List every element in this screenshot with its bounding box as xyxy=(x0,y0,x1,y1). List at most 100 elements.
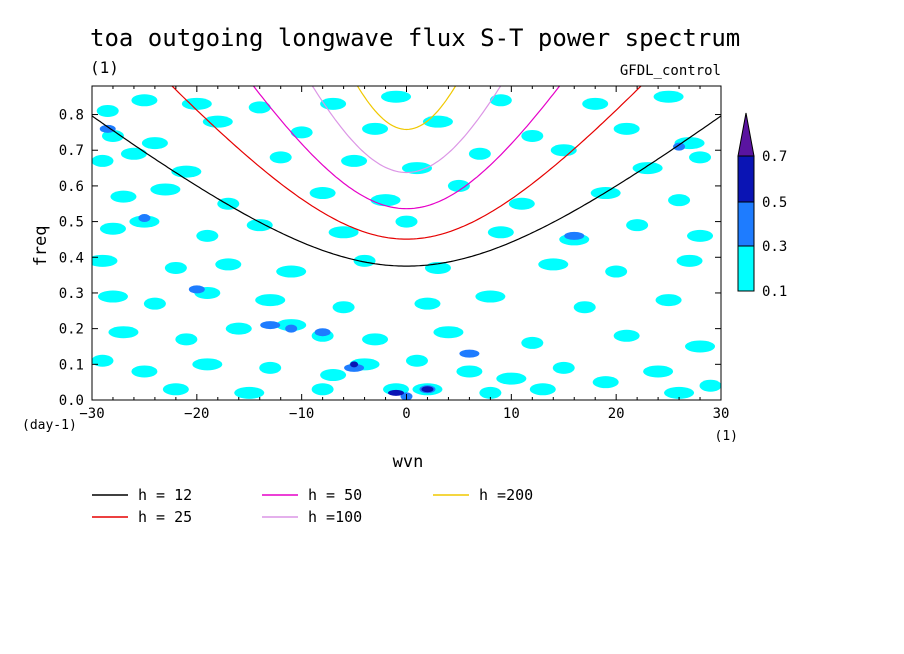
contour-patch xyxy=(433,326,464,339)
contour-patch xyxy=(388,389,405,396)
contour-patch xyxy=(353,254,376,267)
contour-patch xyxy=(573,301,596,314)
colorbar-segment xyxy=(737,155,755,203)
contour-patch xyxy=(92,254,118,267)
contour-patch xyxy=(110,190,137,203)
colorbar: 0.1 0.3 0.5 0.7 xyxy=(737,112,787,300)
contour-patch xyxy=(260,321,281,330)
y-axis-units: (day-1) xyxy=(22,418,77,433)
contour-patch xyxy=(687,229,714,242)
x-tick-label: 0 xyxy=(402,406,410,422)
contour-patch xyxy=(664,386,695,399)
contour-patch xyxy=(311,383,334,396)
axis-ticks: −30 −20 −10 0 10 20 30 0.0 0.1 0.2 0.3 0.4 0.5 0.6 0.7… xyxy=(59,86,730,422)
y-tick-label: 0.6 xyxy=(59,179,84,195)
dispersion-curve-h200 xyxy=(356,86,457,131)
contour-patch xyxy=(668,194,691,207)
y-tick-label: 0.5 xyxy=(59,215,84,231)
legend-label: h = 50 xyxy=(308,486,362,504)
contour-patch xyxy=(202,115,233,128)
contour-patch xyxy=(673,142,686,151)
contour-patch xyxy=(362,122,389,135)
y-tick-label: 0.0 xyxy=(59,393,84,409)
y-tick-label: 0.8 xyxy=(59,108,84,124)
contour-patch xyxy=(487,226,514,239)
contour-patch xyxy=(217,197,240,210)
contour-patch xyxy=(255,294,286,307)
contour-patch xyxy=(246,219,273,232)
contour-patch xyxy=(552,361,575,374)
contour-patch xyxy=(131,94,158,107)
dispersion-curve-h100 xyxy=(311,86,502,174)
contour-patch xyxy=(529,383,556,396)
y-tick-label: 0.4 xyxy=(59,250,84,266)
dispersion-curve-h50 xyxy=(252,86,561,210)
contour-patch xyxy=(314,328,331,337)
contour-patch xyxy=(401,162,432,175)
contour-patch xyxy=(538,258,569,271)
contour-patch xyxy=(447,179,470,192)
contour-patch xyxy=(414,297,441,310)
contour-patch xyxy=(468,147,491,160)
y-axis-label: freq xyxy=(31,226,51,267)
contour-patch xyxy=(676,254,703,267)
contour-patch xyxy=(362,333,389,346)
contour-patch xyxy=(196,229,219,242)
contour-patch xyxy=(421,386,434,393)
y-tick-label: 0.2 xyxy=(59,322,84,338)
contour-patch xyxy=(582,97,609,110)
contour-patch xyxy=(550,144,577,157)
contour-patch xyxy=(350,361,359,368)
contour-patch xyxy=(456,365,483,378)
contour-patch xyxy=(99,222,126,235)
contour-patch xyxy=(613,122,640,135)
contour-patch xyxy=(181,97,212,110)
contour-patch xyxy=(171,165,202,178)
contour-patch xyxy=(309,187,336,200)
contour-patch xyxy=(290,126,313,139)
contour-patch xyxy=(164,261,187,274)
y-tick-label: 0.1 xyxy=(59,357,84,373)
contour-patch xyxy=(234,386,265,399)
contour-patch xyxy=(320,369,347,382)
contour-patch xyxy=(344,363,365,372)
spectrum-contours xyxy=(92,90,721,400)
contour-patch xyxy=(120,147,147,160)
contour-patch xyxy=(138,214,151,223)
legend-label: h =200 xyxy=(479,486,533,504)
contour-patch xyxy=(496,372,527,385)
contour-patch xyxy=(521,129,544,142)
contour-patch xyxy=(508,197,535,210)
contour-patch xyxy=(370,194,401,207)
contour-patch xyxy=(605,265,628,278)
contour-patch xyxy=(269,151,292,164)
contour-patch xyxy=(332,301,355,314)
contour-patch xyxy=(108,326,139,339)
contour-patch xyxy=(225,322,252,335)
contour-patch xyxy=(592,376,619,389)
legend: h = 12 h = 25 h = 50 h =100 h =200 xyxy=(92,486,533,526)
dispersion-curve-h25 xyxy=(171,86,642,240)
contour-patch xyxy=(150,183,181,196)
dispersion-curve-h12 xyxy=(92,115,721,267)
colorbar-label: 0.7 xyxy=(762,149,787,165)
x-tick-label: 30 xyxy=(713,406,730,422)
y-tick-label: 0.7 xyxy=(59,143,84,159)
contour-patch xyxy=(459,349,480,358)
contour-patch xyxy=(341,154,368,167)
contour-patch xyxy=(215,258,242,271)
legend-label: h = 25 xyxy=(138,508,192,526)
x-tick-label: −10 xyxy=(289,406,314,422)
contour-patch xyxy=(381,90,412,103)
contour-patch xyxy=(613,329,640,342)
colorbar-extension xyxy=(737,112,755,157)
contour-patch xyxy=(479,386,502,399)
chart-subtitle-right: GFDL_control xyxy=(620,63,721,79)
contour-patch xyxy=(655,294,682,307)
dispersion-curves xyxy=(92,86,721,267)
contour-patch xyxy=(643,365,674,378)
contour-patch xyxy=(475,290,506,303)
contour-patch xyxy=(141,137,168,150)
contour-patch xyxy=(192,358,223,371)
